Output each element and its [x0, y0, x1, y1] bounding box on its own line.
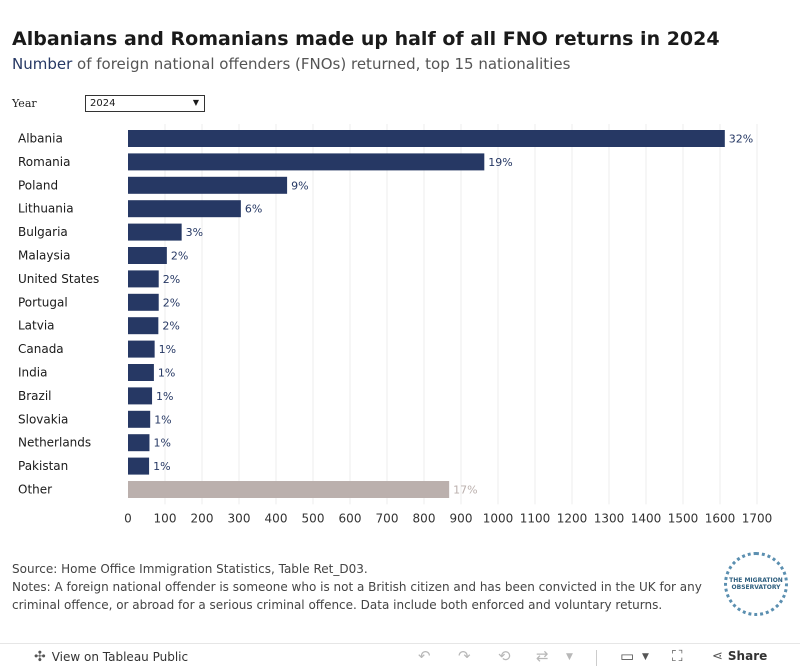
bar[interactable] — [128, 387, 153, 405]
category-label: Slovakia — [18, 412, 68, 426]
bar[interactable] — [128, 223, 182, 241]
category-label: Brazil — [18, 389, 52, 403]
refresh-icon[interactable]: ⇄ — [536, 647, 549, 665]
category-label: Netherlands — [18, 436, 91, 450]
bar[interactable] — [128, 410, 151, 428]
download-icon[interactable]: ▭ — [620, 647, 635, 665]
bar[interactable] — [128, 317, 159, 335]
definition-note: Notes: A foreign national offender is so… — [12, 580, 702, 612]
data-label: 9% — [291, 179, 308, 192]
x-tick-label: 1300 — [594, 511, 625, 525]
data-label: 17% — [453, 484, 477, 497]
bar[interactable] — [128, 364, 154, 381]
category-label: Other — [18, 483, 52, 497]
fullscreen-icon[interactable]: ⛶ — [672, 647, 683, 665]
chart-notes: Source: Home Office Immigration Statisti… — [12, 560, 742, 614]
category-label: India — [18, 366, 47, 380]
x-tick-label: 900 — [450, 511, 473, 525]
dropdown-arrow-icon: ▼ — [192, 98, 199, 107]
x-tick-label: 1600 — [705, 511, 736, 525]
x-tick-label: 500 — [302, 511, 325, 525]
data-label: 2% — [163, 296, 180, 309]
view-on-tableau-link[interactable]: ✣ View on Tableau Public — [34, 649, 188, 665]
category-label: Romania — [18, 155, 70, 169]
category-label: Latvia — [18, 319, 55, 333]
bar[interactable] — [128, 200, 241, 218]
download-chevron-icon[interactable]: ▼ — [642, 652, 649, 662]
x-tick-label: 100 — [154, 511, 177, 525]
source-note: Source: Home Office Immigration Statisti… — [12, 562, 368, 576]
x-tick-label: 1000 — [483, 511, 514, 525]
bar[interactable] — [128, 176, 288, 194]
x-tick-label: 1400 — [631, 511, 662, 525]
revert-icon[interactable]: ⟲ — [498, 647, 511, 665]
x-tick-label: 1200 — [557, 511, 588, 525]
data-label: 1% — [154, 413, 171, 426]
x-tick-label: 400 — [265, 511, 288, 525]
view-on-tableau-label: View on Tableau Public — [51, 650, 189, 664]
category-label: Lithuania — [18, 202, 74, 216]
bar[interactable] — [128, 247, 167, 264]
chart-subtitle: Number of foreign national offenders (FN… — [12, 55, 570, 73]
bar[interactable] — [128, 293, 159, 311]
data-label: 2% — [162, 320, 179, 333]
bar[interactable] — [128, 481, 450, 498]
data-label: 6% — [245, 203, 262, 216]
pause-menu-chevron-icon[interactable]: ▼ — [566, 652, 573, 662]
migration-observatory-logo: THE MIGRATION OBSERVATORY — [724, 552, 788, 616]
data-label: 2% — [171, 250, 188, 263]
bar[interactable] — [128, 270, 159, 288]
x-tick-label: 0 — [124, 511, 132, 525]
x-tick-label: 1100 — [520, 511, 551, 525]
tableau-icon: ✣ — [34, 649, 46, 665]
bar-chart: Albania 32% Romania 19% Poland 9% Lithuania 6% B… — [18, 124, 772, 525]
x-tick-label: 1700 — [742, 511, 773, 525]
share-icon: ⋖ — [712, 649, 723, 664]
data-label: 1% — [153, 460, 170, 473]
share-button[interactable]: ⋖ Share — [712, 649, 767, 664]
x-tick-label: 800 — [413, 511, 436, 525]
category-label: United States — [18, 272, 99, 286]
data-label: 1% — [153, 437, 170, 450]
subtitle-accent: Number — [12, 55, 73, 73]
x-tick-label: 300 — [228, 511, 251, 525]
chart-title: Albanians and Romanians made up half of … — [12, 28, 720, 50]
category-label: Malaysia — [18, 249, 70, 263]
undo-icon[interactable]: ↶ — [418, 647, 431, 665]
category-label: Bulgaria — [18, 225, 68, 239]
year-select[interactable]: 2024 ▼ — [85, 95, 205, 112]
x-tick-label: 1500 — [668, 511, 699, 525]
data-label: 1% — [156, 390, 173, 403]
category-label: Albania — [18, 132, 63, 146]
subtitle-rest: of foreign national offenders (FNOs) ret… — [72, 55, 571, 73]
data-label: 19% — [488, 156, 512, 169]
data-label: 1% — [158, 367, 175, 380]
bar[interactable] — [128, 457, 150, 475]
redo-icon[interactable]: ↷ — [458, 647, 471, 665]
bar[interactable] — [128, 130, 725, 147]
category-label: Canada — [18, 342, 64, 356]
toolbar-separator — [596, 650, 597, 666]
bars: Albania 32% Romania 19% Poland 9% Lithuania 6% B… — [18, 130, 753, 498]
year-select-value: 2024 — [90, 98, 116, 109]
x-tick-label: 200 — [191, 511, 214, 525]
x-tick-label: 700 — [376, 511, 399, 525]
data-label: 2% — [163, 273, 180, 286]
data-label: 1% — [159, 343, 176, 356]
category-label: Portugal — [18, 295, 68, 309]
data-label: 3% — [186, 226, 203, 239]
x-tick-label: 600 — [339, 511, 362, 525]
category-label: Pakistan — [18, 459, 68, 473]
tableau-toolbar: ✣ View on Tableau Public ↶ ↷ ⟲ ⇄ ▼ ▭ ▼ ⛶ … — [0, 643, 800, 671]
bar[interactable] — [128, 153, 485, 171]
grid-lines — [164, 124, 758, 505]
year-filter-label: Year — [12, 97, 37, 110]
share-label: Share — [727, 649, 768, 663]
data-label: 32% — [729, 133, 753, 146]
category-label: Poland — [18, 178, 58, 192]
bar[interactable] — [128, 434, 150, 452]
bar[interactable] — [128, 340, 155, 358]
x-axis: 0 100 200 300 400 500 600 700 800 900 1000 1100 1200… — [124, 511, 772, 525]
